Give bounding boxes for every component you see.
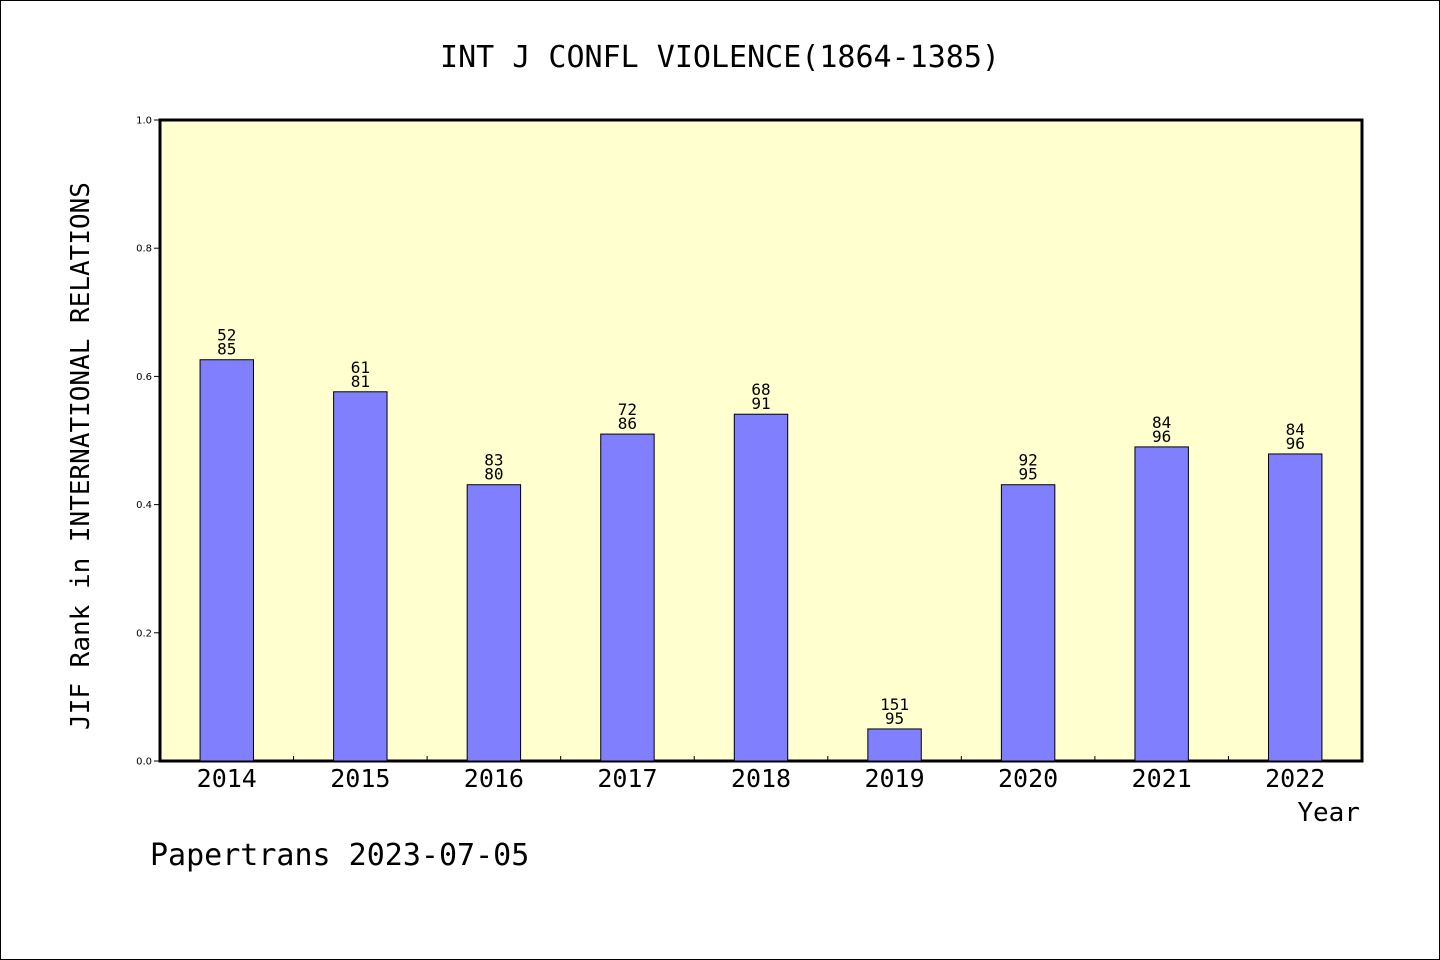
bar-label-bottom: 96 <box>1286 434 1305 453</box>
bar-label-top: 84 <box>1152 413 1171 432</box>
bar <box>466 484 522 762</box>
y-tick-label: 0.4 <box>136 500 152 511</box>
bar-label-bottom: 86 <box>618 414 637 433</box>
bar-label-top: 72 <box>618 400 637 419</box>
y-tick-label: 0.6 <box>136 372 152 383</box>
bar <box>1268 453 1323 762</box>
x-tick-label: 2015 <box>330 764 390 793</box>
bar <box>867 728 922 762</box>
bar-label-top: 84 <box>1286 420 1305 439</box>
x-tick-label: 2019 <box>864 764 924 793</box>
bar-label-top: 151 <box>880 695 909 714</box>
bar-label-bottom: 81 <box>351 372 370 391</box>
bar-label-bottom: 85 <box>217 340 236 359</box>
bar <box>733 413 789 762</box>
x-tick-label: 2016 <box>464 764 524 793</box>
y-axis-ticks: 0.0 0.2 0.4 0.6 0.8 1.0 <box>136 116 160 768</box>
y-tick-label: 0.2 <box>136 628 152 639</box>
bar-label-top: 92 <box>1018 451 1037 470</box>
footer-text: Papertrans 2023-07-05 <box>150 838 529 873</box>
bar-label-top: 83 <box>484 451 503 470</box>
bar-label-bottom: 95 <box>885 709 904 728</box>
bar <box>600 433 655 762</box>
bar-label-bottom: 96 <box>1152 427 1171 446</box>
x-tick-label: 2020 <box>998 764 1058 793</box>
x-tick-label: 2022 <box>1265 764 1325 793</box>
bar <box>333 391 388 762</box>
y-tick-label: 0.8 <box>136 244 152 255</box>
bar-label-bottom: 91 <box>751 394 770 413</box>
y-tick-label: 0.0 <box>136 757 152 768</box>
x-tick-label: 2014 <box>197 764 257 793</box>
bars-group <box>199 359 1323 762</box>
x-tick-label: 2017 <box>597 764 657 793</box>
bar-label-bottom: 95 <box>1018 465 1037 484</box>
x-axis-label: Year <box>1297 798 1360 828</box>
bar-label-top: 68 <box>751 380 770 399</box>
bar <box>1134 446 1189 762</box>
x-tick-label: 2021 <box>1132 764 1192 793</box>
bar-label-bottom: 80 <box>484 465 503 484</box>
bar <box>1000 484 1056 762</box>
y-tick-label: 1.0 <box>136 116 152 127</box>
x-axis-categories: 2014 2015 2016 2017 2018 2019 2020 2021 2022 <box>197 756 1325 793</box>
bar-label-top: 52 <box>217 326 236 345</box>
y-axis-label: JIF Rank in INTERNATIONAL RELATIONS <box>66 182 96 730</box>
bar-label-top: 61 <box>351 358 370 377</box>
chart-title: INT J CONFL VIOLENCE(1864-1385) <box>440 40 1000 75</box>
bar <box>199 359 254 762</box>
x-tick-label: 2018 <box>731 764 791 793</box>
